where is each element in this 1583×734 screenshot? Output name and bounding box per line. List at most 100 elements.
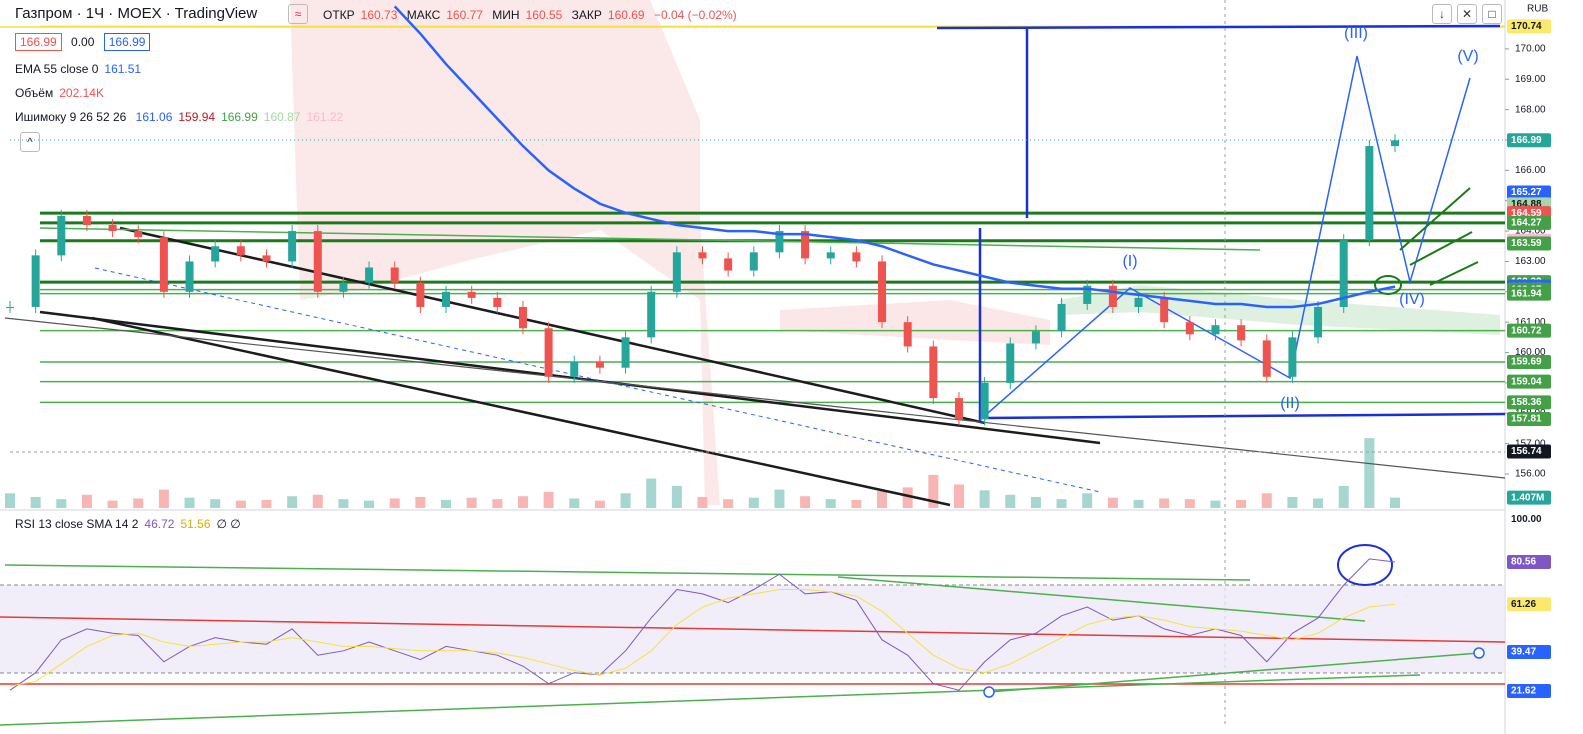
volume-bar	[5, 493, 15, 508]
candle-body	[159, 237, 168, 292]
volume-bar	[620, 493, 631, 508]
legend-label: Ишимоку 9 26 52 26	[15, 110, 127, 124]
anchor-point[interactable]	[983, 686, 995, 698]
volume-bar	[1056, 499, 1067, 508]
candle-body	[1134, 297, 1143, 307]
volume-bar	[158, 489, 169, 508]
collapse-button[interactable]: ^	[20, 132, 40, 152]
candle-body	[1031, 331, 1040, 344]
y-tick-label: 170.00	[1515, 44, 1546, 55]
price-tag-label: 157.81	[1511, 414, 1542, 425]
volume-bar	[338, 499, 349, 508]
price-tag-label: 170.74	[1511, 21, 1542, 32]
rsi-tag-label: 39.47	[1511, 647, 1536, 658]
candle-body	[621, 337, 630, 368]
button[interactable]: ✕	[1457, 4, 1477, 24]
legend-value: 160.87	[263, 110, 301, 124]
volume-bar	[466, 497, 477, 508]
button[interactable]: ↓	[1432, 4, 1452, 24]
candle-body	[82, 215, 91, 226]
price-tag	[1507, 412, 1551, 427]
y-tick-label: 166.00	[1515, 165, 1546, 176]
y-tick-label: 156.00	[1515, 469, 1546, 480]
arrow	[1429, 261, 1479, 286]
bid[interactable]: 166.99	[15, 33, 62, 51]
volume-legend: Объём 202.14K	[15, 86, 110, 100]
candle-body	[518, 306, 527, 329]
rsi-tag	[1507, 597, 1551, 612]
price-tag-label: 164.59	[1511, 208, 1542, 219]
ohlc-value: 160.55	[525, 8, 563, 22]
candle-body	[1339, 240, 1348, 307]
candle-body	[365, 267, 374, 283]
legend-label: Объём	[15, 86, 54, 100]
rsi-tag	[1507, 512, 1551, 527]
volume-bar	[594, 500, 605, 508]
candle-body	[288, 231, 297, 262]
trendline	[4, 317, 1506, 479]
volume-bar	[1236, 499, 1247, 508]
price-tag	[1507, 133, 1551, 148]
candle-body	[801, 231, 810, 259]
wave-path	[979, 55, 1471, 421]
price-tag	[1507, 215, 1551, 230]
candle-body	[672, 252, 681, 292]
candle-body	[595, 361, 604, 368]
candle-body	[6, 306, 14, 308]
rsi-tag	[1507, 555, 1551, 570]
price-axis: 156.00157.00158.00159.00160.00161.00162.…	[1505, 19, 1551, 699]
ohlc-label: ЗАКР	[571, 8, 602, 22]
candle-body	[852, 252, 861, 262]
ohlc-value: 160.77	[446, 8, 483, 22]
volume-bar	[1210, 500, 1221, 508]
candle-body	[31, 255, 40, 307]
price-tag	[1507, 236, 1551, 251]
wave-label: (IV)	[1399, 291, 1425, 308]
trendline	[39, 310, 1101, 445]
rsi-line-red	[0, 616, 1506, 643]
volume-bar	[312, 494, 323, 508]
blue-marker	[984, 412, 1506, 420]
trendline	[94, 267, 1101, 493]
volume-bar	[30, 496, 41, 508]
legend-extra: ∅ ∅	[216, 517, 241, 531]
price-tag	[1507, 374, 1551, 389]
volume-bar	[1390, 497, 1400, 508]
button[interactable]: □	[1482, 4, 1502, 24]
rsi-tag-label: 21.62	[1511, 686, 1536, 697]
price-tag-label: 159.04	[1511, 376, 1542, 387]
candle-body	[903, 322, 912, 347]
candle-body	[1211, 325, 1220, 335]
volume-bar	[415, 496, 426, 508]
volume-bar	[1287, 496, 1298, 508]
candle-body	[954, 398, 963, 420]
candle-body	[1083, 285, 1092, 304]
toggle-button[interactable]: ≈	[288, 4, 308, 24]
anchor-point[interactable]	[1473, 647, 1485, 659]
candle-body	[724, 258, 733, 271]
candle-body	[544, 328, 553, 377]
candle-body	[134, 231, 143, 238]
trendline	[91, 316, 951, 507]
volume-bar	[902, 487, 913, 508]
legend-label: EMA 55 close 0	[15, 62, 99, 76]
legend-value: 51.56	[180, 517, 211, 531]
candle-body	[1288, 337, 1297, 377]
candle-body	[442, 291, 451, 307]
rsi-sma-line	[9, 589, 1396, 687]
candle-body	[1057, 303, 1066, 332]
marks	[6, 5, 1399, 691]
y-tick-label: 169.00	[1515, 74, 1546, 85]
ichimoku-legend: Ишимоку 9 26 52 26 161.06 159.94 166.99 160…	[15, 110, 349, 124]
y-tick-label: 163.00	[1515, 256, 1546, 267]
volume-bar	[441, 499, 452, 508]
circle-mark	[1374, 275, 1402, 295]
currency: RUB	[1527, 4, 1548, 15]
candle-body	[878, 261, 887, 323]
quote: 166.99 0.00 166.99	[15, 33, 156, 51]
candle-body	[211, 246, 220, 262]
ask[interactable]: 166.99	[103, 33, 151, 51]
ema-line	[393, 5, 1396, 309]
